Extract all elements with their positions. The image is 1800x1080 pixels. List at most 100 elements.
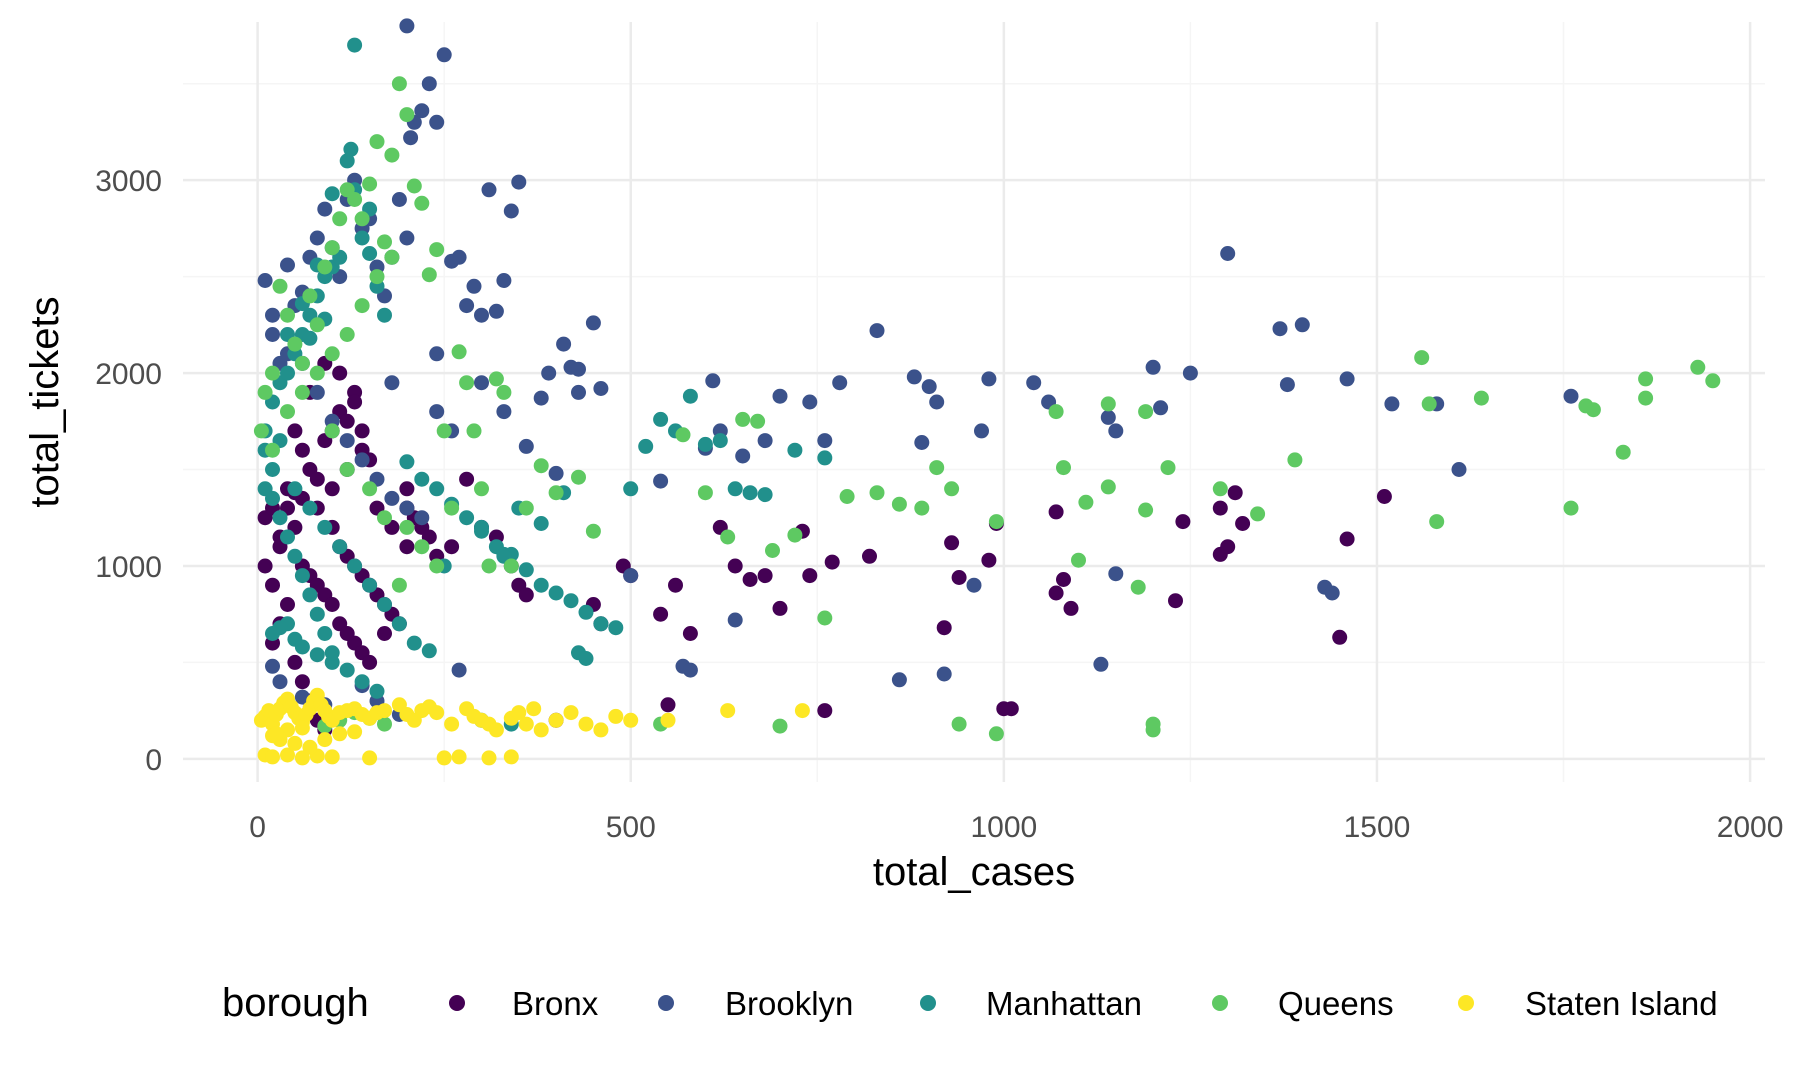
data-point — [399, 539, 415, 555]
data-point — [399, 481, 415, 497]
data-point — [1160, 460, 1176, 476]
data-point — [294, 674, 310, 690]
data-point — [354, 211, 370, 227]
axis-ticks: 0 500 1000 1500 2000 0 1000 2000 3000 — [95, 165, 1783, 844]
data-point — [272, 278, 288, 294]
data-point — [735, 411, 751, 427]
data-point — [548, 585, 564, 601]
data-point — [324, 186, 340, 202]
data-point — [787, 527, 803, 543]
data-point — [377, 626, 392, 641]
data-point — [436, 423, 452, 439]
data-point — [720, 529, 736, 545]
data-point — [294, 442, 310, 458]
data-point — [488, 722, 504, 738]
data-point — [272, 674, 288, 690]
data-point — [981, 552, 997, 568]
data-point — [362, 481, 378, 497]
data-point — [280, 257, 295, 273]
data-point — [1324, 585, 1340, 601]
data-point — [332, 211, 348, 227]
data-point — [944, 481, 960, 497]
data-point — [1175, 514, 1191, 530]
data-point — [369, 134, 385, 150]
data-point — [944, 535, 960, 551]
data-point — [324, 423, 340, 439]
data-point — [406, 178, 422, 194]
data-point — [399, 107, 415, 123]
data-point — [354, 423, 370, 439]
data-point — [675, 427, 691, 443]
data-point — [1063, 600, 1079, 616]
data-point — [280, 747, 295, 763]
data-point — [302, 330, 318, 346]
data-point — [668, 577, 683, 593]
data-point — [988, 514, 1004, 530]
data-point — [802, 394, 818, 410]
data-point — [459, 375, 475, 391]
data-point — [362, 176, 378, 192]
data-point — [824, 554, 840, 570]
x-tick-label: 1500 — [1344, 811, 1411, 844]
data-point — [757, 487, 773, 503]
data-point — [332, 539, 348, 555]
data-point — [518, 500, 534, 516]
data-point — [608, 708, 624, 724]
data-point — [757, 568, 773, 584]
data-point — [268, 726, 284, 742]
data-point — [518, 716, 534, 732]
legend-label: Staten Island — [1525, 985, 1718, 1022]
data-point — [548, 485, 564, 501]
data-point — [765, 543, 780, 558]
data-point — [324, 481, 340, 497]
data-point — [1638, 371, 1654, 387]
data-point — [1376, 489, 1392, 504]
series-queens — [253, 76, 1721, 742]
data-point — [1272, 321, 1288, 337]
data-point — [503, 558, 519, 574]
data-point — [287, 336, 303, 352]
data-point — [324, 346, 340, 362]
data-point — [1227, 485, 1243, 501]
data-point — [451, 344, 467, 360]
legend-key — [1458, 995, 1474, 1011]
legend-key — [658, 995, 674, 1011]
data-point — [1421, 396, 1437, 412]
data-point — [496, 384, 512, 400]
data-point — [362, 577, 378, 593]
data-point — [280, 529, 295, 545]
x-tick-label: 2000 — [1717, 811, 1784, 844]
data-point — [377, 716, 392, 732]
data-point — [406, 635, 422, 651]
data-point — [1153, 400, 1169, 416]
legend-key — [449, 995, 465, 1011]
data-point — [682, 388, 698, 404]
data-point — [403, 130, 419, 146]
data-point — [1332, 629, 1348, 645]
data-point — [869, 485, 885, 501]
data-point — [1100, 479, 1116, 495]
data-point — [309, 384, 325, 400]
data-point — [362, 750, 378, 766]
data-point — [391, 577, 407, 593]
data-point — [1138, 404, 1154, 420]
data-point — [384, 375, 400, 391]
data-point — [421, 267, 437, 283]
series-manhattan — [257, 37, 833, 732]
data-point — [697, 485, 713, 501]
data-point — [265, 626, 280, 641]
data-point — [936, 666, 952, 682]
legend-label: Bronx — [512, 985, 599, 1022]
data-point — [1071, 552, 1086, 568]
data-point — [1145, 716, 1161, 732]
data-point — [660, 697, 676, 713]
data-point — [1108, 423, 1124, 439]
data-point — [1451, 462, 1467, 477]
data-point — [1108, 566, 1124, 582]
data-point — [362, 246, 378, 261]
data-point — [343, 141, 359, 157]
data-point — [265, 462, 280, 477]
data-point — [294, 568, 310, 584]
